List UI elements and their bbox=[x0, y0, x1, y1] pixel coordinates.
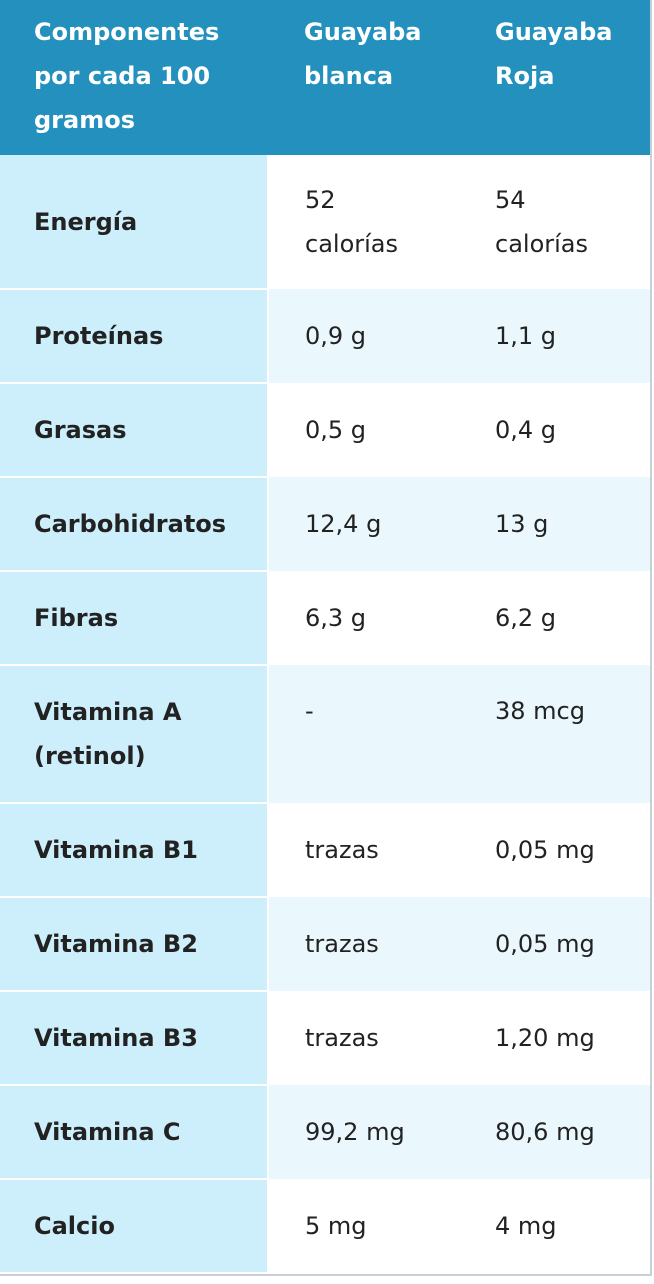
row-name: Carbohidratos bbox=[0, 477, 269, 572]
row-name: Vitamina B1 bbox=[0, 803, 269, 898]
value-blanca: - bbox=[268, 665, 459, 803]
row-name: Vitamina B2 bbox=[0, 897, 269, 992]
value-roja: 4 mg bbox=[459, 1179, 650, 1273]
row-name: Vitamina C bbox=[0, 1085, 269, 1180]
table-row-proteinas: Proteínas 0,9 g 1,1 g bbox=[0, 289, 650, 384]
value-roja: 0,05 mg bbox=[459, 897, 650, 991]
value-roja: 38 mcg bbox=[459, 665, 650, 803]
value-blanca: 5 mg bbox=[268, 1179, 459, 1273]
table-row-vitamina-b3: Vitamina B3 trazas 1,20 mg bbox=[0, 991, 650, 1086]
table-row-vitamina-a: Vitamina A (retinol) - 38 mcg bbox=[0, 665, 650, 804]
value-blanca: 99,2 mg bbox=[268, 1085, 459, 1179]
table-row-energia: Energía 52 calorías 54 calorías bbox=[0, 155, 650, 290]
row-name: Grasas bbox=[0, 383, 269, 478]
row-name: Proteínas bbox=[0, 289, 269, 384]
table-row-vitamina-b2: Vitamina B2 trazas 0,05 mg bbox=[0, 897, 650, 992]
value-roja: 80,6 mg bbox=[459, 1085, 650, 1179]
value-blanca: 12,4 g bbox=[268, 477, 459, 571]
row-name: Vitamina B3 bbox=[0, 991, 269, 1086]
value-roja: 0,05 mg bbox=[459, 803, 650, 897]
row-name: Calcio bbox=[0, 1179, 269, 1274]
header-guayaba-roja: Guayaba Roja bbox=[459, 0, 650, 155]
value-blanca: 52 calorías bbox=[268, 155, 459, 289]
value-blanca: 0,9 g bbox=[268, 289, 459, 383]
value-roja: 13 g bbox=[459, 477, 650, 571]
value-roja: 1,20 mg bbox=[459, 991, 650, 1085]
value-blanca: 6,3 g bbox=[268, 571, 459, 665]
table-row-vitamina-c: Vitamina C 99,2 mg 80,6 mg bbox=[0, 1085, 650, 1180]
row-name: Energía bbox=[0, 155, 269, 290]
table-header-row: Componentes por cada 100 gramos Guayaba … bbox=[0, 0, 650, 155]
value-blanca: 0,5 g bbox=[268, 383, 459, 477]
header-guayaba-blanca: Guayaba blanca bbox=[268, 0, 459, 155]
value-roja: 1,1 g bbox=[459, 289, 650, 383]
value-roja: 54 calorías bbox=[459, 155, 650, 289]
value-blanca: trazas bbox=[268, 897, 459, 991]
table-row-fibras: Fibras 6,3 g 6,2 g bbox=[0, 571, 650, 666]
value-roja: 6,2 g bbox=[459, 571, 650, 665]
value-roja: 0,4 g bbox=[459, 383, 650, 477]
row-name: Vitamina A (retinol) bbox=[0, 665, 269, 804]
value-blanca: trazas bbox=[268, 803, 459, 897]
value-blanca: trazas bbox=[268, 991, 459, 1085]
table-row-carbohidratos: Carbohidratos 12,4 g 13 g bbox=[0, 477, 650, 572]
table-row-grasas: Grasas 0,5 g 0,4 g bbox=[0, 383, 650, 478]
table-row-calcio: Calcio 5 mg 4 mg bbox=[0, 1179, 650, 1274]
header-components: Componentes por cada 100 gramos bbox=[0, 0, 268, 155]
table-row-vitamina-b1: Vitamina B1 trazas 0,05 mg bbox=[0, 803, 650, 898]
row-name: Fibras bbox=[0, 571, 269, 666]
